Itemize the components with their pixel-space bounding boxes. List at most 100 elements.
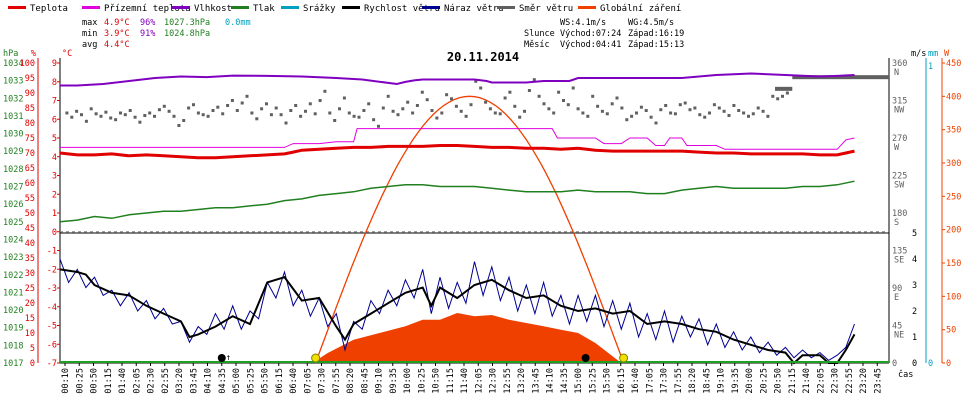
dir-point: [406, 100, 410, 104]
series-prizemni-teplota: [60, 128, 855, 150]
dir-compass-label: NW: [894, 106, 905, 116]
x-tick-label: 08:45: [360, 368, 370, 394]
dir-point: [114, 118, 118, 122]
pct-tick: 20: [25, 299, 35, 309]
moonrise-marker: [217, 354, 226, 362]
degc-tick: 8: [52, 78, 57, 88]
x-tick-label: 19:10: [717, 368, 727, 394]
dir-point: [255, 117, 259, 121]
dir-compass-label: S: [894, 218, 899, 228]
wind-speed-value: WS:4.1m/s: [560, 18, 606, 28]
dir-point: [576, 107, 580, 111]
dir-point: [338, 107, 341, 111]
legend-swatch: [281, 6, 299, 9]
dir-point: [260, 107, 264, 111]
x-tick-label: 22:30: [831, 368, 841, 394]
x-tick-label: 14:35: [560, 368, 570, 394]
degc-tick: 7: [52, 97, 57, 107]
pct-tick: 0: [30, 359, 35, 369]
w-tick: 100: [946, 292, 961, 302]
pct-tick: 30: [25, 269, 35, 279]
pct-tick: 45: [25, 224, 35, 234]
dir-point: [411, 111, 415, 115]
dir-point: [362, 109, 366, 112]
dir-point: [318, 99, 322, 102]
x-tick-label: 06:40: [289, 368, 299, 394]
dir-point: [172, 114, 176, 118]
w-tick: 150: [946, 259, 961, 269]
dir-point: [323, 89, 327, 93]
dir-point: [245, 94, 249, 98]
ms-tick: 4: [912, 255, 917, 265]
dir-point: [148, 111, 152, 115]
hpa-tick: 1022: [3, 271, 23, 281]
dir-point: [440, 111, 444, 115]
dir-point: [591, 94, 595, 98]
mm-tick: 1: [928, 62, 933, 72]
hpa-tick: 1019: [3, 324, 23, 334]
dir-point: [265, 102, 268, 106]
dir-point: [196, 111, 200, 115]
legend-swatch: [82, 6, 100, 9]
dir-point: [644, 109, 648, 112]
ms-tick: 1: [912, 333, 917, 343]
dir-point: [766, 114, 770, 118]
dir-point: [401, 107, 405, 111]
pct-tick: 65: [25, 164, 35, 174]
hpa-tick: 1028: [3, 165, 23, 175]
x-tick-label: 20:25: [759, 368, 769, 394]
x-tick-label: 13:45: [531, 368, 541, 394]
dir-point: [625, 118, 629, 122]
series-globalni-zareni: [312, 313, 622, 363]
dir-point: [571, 86, 575, 90]
stat-hum: 96%: [140, 18, 155, 28]
degc-tick: 0: [52, 228, 57, 238]
x-tick-label: 23:45: [873, 368, 883, 394]
dir-point: [299, 114, 303, 118]
dir-point: [138, 120, 142, 124]
dir-point: [230, 99, 234, 102]
dir-point: [761, 109, 765, 113]
ms-tick: 5: [912, 229, 917, 239]
sunset-marker: [619, 353, 629, 363]
dir-point: [250, 111, 254, 115]
dir-point: [615, 96, 619, 100]
pct-tick: 80: [25, 119, 35, 129]
dir-tick: 135: [892, 247, 907, 257]
dir-point: [562, 99, 565, 102]
x-tick-label: 12:05: [474, 368, 484, 394]
dir-point: [630, 114, 634, 118]
hpa-tick: 1017: [3, 359, 23, 369]
dir-point: [386, 94, 390, 98]
dir-point: [712, 103, 716, 107]
dir-point: [274, 106, 278, 110]
x-tick-label: 22:05: [816, 368, 826, 394]
hpa-tick: 1025: [3, 218, 23, 228]
legend-label: Tlak: [253, 4, 275, 14]
legend-label: Rychlost větru: [364, 4, 440, 14]
x-tick-label: 21:40: [802, 368, 812, 394]
x-tick-label: 11:15: [446, 368, 456, 394]
dir-point: [235, 109, 239, 112]
moonset-value: Západ:15:13: [628, 40, 684, 50]
dir-point: [610, 102, 614, 106]
dir-point: [396, 113, 400, 117]
pct-tick: 55: [25, 194, 35, 204]
dir-point: [732, 104, 736, 107]
dir-compass-label: N: [894, 68, 899, 78]
dir-point: [547, 107, 551, 111]
dir-point: [659, 108, 663, 112]
dir-point: [620, 106, 624, 110]
dir-segment: [775, 86, 793, 91]
dir-point: [211, 109, 215, 112]
stat-label: min: [82, 29, 97, 39]
dir-point: [722, 109, 726, 113]
series-vlhkost: [60, 72, 855, 87]
dir-point: [182, 119, 186, 122]
x-tick-label: 20:00: [745, 368, 755, 394]
ms-tick: 2: [912, 307, 917, 317]
stat-hum: 91%: [140, 29, 155, 39]
degc-axis-unit: °C: [62, 49, 72, 59]
dir-compass-label: SW: [894, 181, 905, 191]
x-tick-label: 16:15: [617, 368, 627, 394]
